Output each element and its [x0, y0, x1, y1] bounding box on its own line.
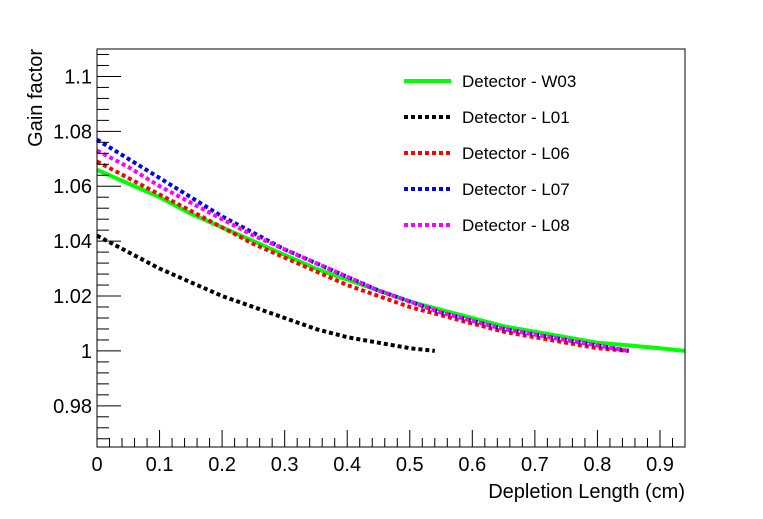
- legend-label: Detector - L01: [462, 108, 570, 127]
- x-tick-label: 0.7: [521, 454, 549, 476]
- axis-ticks: 0 0.1 0.2 0.3 0.4 0.5 0.6 0.7 0.8 0.9 0.98 1 1.02 1.0…: [53, 53, 686, 476]
- legend-label: Detector - L08: [462, 216, 570, 235]
- y-tick-label: 0.98: [53, 396, 92, 418]
- series-layer: [95, 137, 686, 353]
- y-tick-label: 1.02: [53, 286, 92, 308]
- x-tick-label: 0.5: [396, 454, 424, 476]
- y-axis-title: Gain factor: [25, 49, 47, 147]
- x-tick-label: 0.8: [584, 454, 612, 476]
- y-tick-label: 1: [81, 341, 92, 363]
- y-tick-label: 1.08: [53, 121, 92, 143]
- y-tick-label: 1.04: [53, 231, 92, 253]
- legend: Detector - W03 Detector - L01 Detector - L…: [404, 72, 576, 235]
- y-tick-label: 1.06: [53, 176, 92, 198]
- series-line-detector-l01: [96, 233, 436, 353]
- plot-frame: [96, 48, 686, 448]
- legend-label: Detector - L07: [462, 180, 570, 199]
- y-tick-label: 1.1: [64, 66, 92, 88]
- x-tick-label: 0: [91, 454, 102, 476]
- legend-label: Detector - L06: [462, 144, 570, 163]
- x-tick-label: 0.6: [458, 454, 486, 476]
- x-tick-label: 0.9: [646, 454, 674, 476]
- x-tick-label: 0.2: [208, 454, 236, 476]
- x-tick-label: 0.4: [333, 454, 361, 476]
- x-axis-title: Depletion Length (cm): [488, 481, 685, 503]
- series-line-detector-l06: [96, 159, 629, 353]
- series-line-detector-l08: [96, 148, 630, 353]
- legend-label: Detector - W03: [462, 72, 576, 91]
- x-tick-label: 0.3: [271, 454, 299, 476]
- x-tick-label: 0.1: [146, 454, 174, 476]
